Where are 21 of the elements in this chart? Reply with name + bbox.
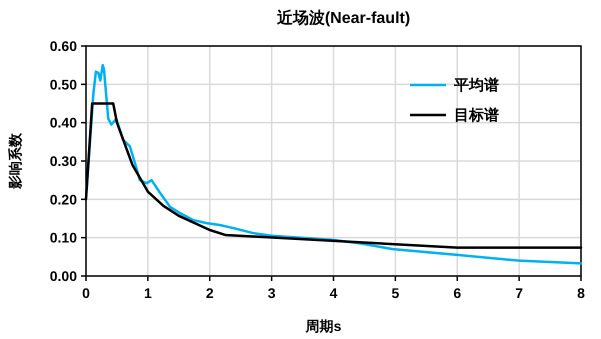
x-tick-label: 5 (391, 285, 400, 301)
x-tick-label: 1 (144, 285, 152, 301)
chart-title: 近场波(Near-fault) (276, 9, 410, 27)
x-tick-label: 8 (577, 285, 586, 301)
y-tick-label: 0.30 (50, 153, 78, 169)
x-axis-title: 周期s (304, 318, 342, 334)
x-tick-label: 0 (82, 285, 90, 301)
y-axis-title: 影响系数 (7, 132, 23, 190)
y-tick-label: 0.50 (50, 76, 78, 92)
legend-label: 目标谱 (454, 106, 499, 124)
x-tick-label: 7 (515, 285, 524, 301)
x-tick-label: 6 (453, 285, 462, 301)
x-tick-label: 4 (330, 285, 338, 301)
x-tick-label: 3 (268, 285, 276, 301)
x-tick-label: 2 (206, 285, 214, 301)
y-tick-label: 0.60 (50, 38, 78, 54)
legend-label: 平均谱 (453, 76, 499, 94)
y-tick-label: 0.10 (50, 230, 78, 246)
y-tick-label: 0.20 (50, 191, 78, 208)
y-tick-label: 0.00 (50, 268, 78, 284)
y-tick-label: 0.40 (50, 114, 78, 131)
